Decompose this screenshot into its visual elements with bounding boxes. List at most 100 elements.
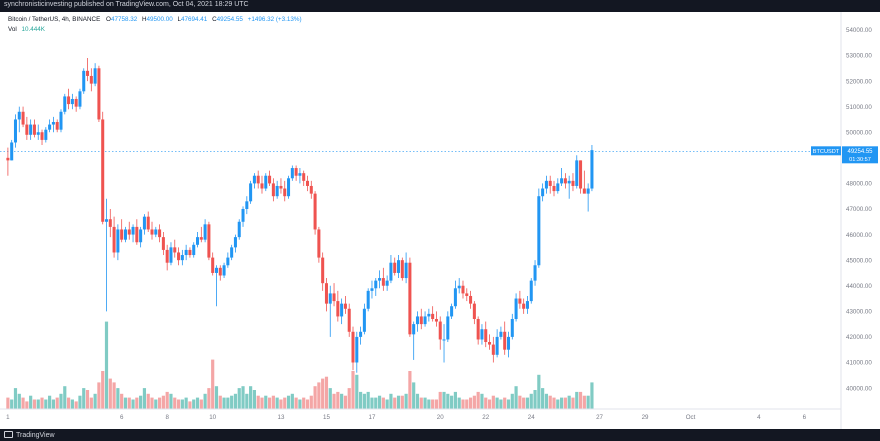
candle <box>514 293 518 322</box>
volume-bar <box>359 391 363 409</box>
candle-body <box>142 216 146 230</box>
candle-body <box>180 255 184 261</box>
candle <box>256 170 260 189</box>
price-tag <box>842 146 878 164</box>
candle <box>533 260 537 286</box>
volume-bar <box>192 399 196 409</box>
candlestick-chart[interactable]: 40000.00 41000.00 42000.00 43000.00 44000.00… <box>0 12 880 429</box>
volume-bar <box>142 388 147 409</box>
candle <box>302 170 306 186</box>
volume-bar <box>438 391 442 409</box>
volume-bar <box>571 397 575 409</box>
candle <box>385 275 389 291</box>
x-tick-label: 8 <box>165 414 169 421</box>
candle-body <box>510 318 514 337</box>
volume-bar <box>158 397 162 409</box>
candle-body <box>537 196 541 266</box>
candle <box>271 178 275 202</box>
candle-body <box>51 122 55 125</box>
candle-body <box>340 303 344 317</box>
y-tick-label: 43000.00 <box>846 309 872 316</box>
volume-bar <box>135 397 139 409</box>
y-tick-label: 50000.00 <box>846 129 872 136</box>
candle-body <box>336 301 340 317</box>
candle-body <box>207 224 211 258</box>
candle <box>6 147 10 176</box>
candle <box>488 334 492 350</box>
volume-bar <box>548 395 552 409</box>
candle-body <box>120 229 124 240</box>
candle <box>537 188 541 268</box>
candle <box>378 270 382 289</box>
candle <box>13 114 17 148</box>
volume-bar <box>415 393 420 409</box>
tradingview-logo[interactable]: TradingView <box>4 431 55 439</box>
candle-body <box>450 306 454 317</box>
candle-body <box>522 303 526 309</box>
candle-body <box>491 344 495 355</box>
price-tag-countdown: 01:30:57 <box>849 157 871 163</box>
candle <box>563 173 567 189</box>
volume-bar <box>332 393 336 409</box>
candle-body <box>370 288 374 291</box>
price-tag-layer: BTCUSDT 49254.55 01:30:57 <box>811 146 878 164</box>
volume-bar <box>514 386 518 409</box>
candle <box>290 165 294 181</box>
candle <box>74 96 78 112</box>
volume-bar <box>590 382 594 409</box>
price-plot[interactable]: 40000.00 41000.00 42000.00 43000.00 44000.00… <box>0 12 880 429</box>
candle <box>173 239 177 258</box>
candle <box>321 252 325 291</box>
x-tick-label: 6 <box>803 414 807 421</box>
candle <box>287 175 291 199</box>
volume-bar <box>97 382 101 409</box>
candle-body <box>211 257 215 273</box>
candle <box>434 311 438 327</box>
volume-bar <box>328 388 332 409</box>
candle <box>446 311 450 343</box>
candle-body <box>419 316 423 325</box>
candle-body <box>70 98 74 105</box>
candle-body <box>101 119 105 222</box>
symbol-tag <box>811 146 841 156</box>
x-tick-label: 29 <box>642 414 649 421</box>
candle <box>237 219 241 240</box>
candle <box>457 278 461 294</box>
symbol-tag-label: BTCUSDT <box>813 149 840 155</box>
y-tick-label: 42000.00 <box>846 334 872 341</box>
x-tick-label: 1 <box>6 414 10 421</box>
candle-body <box>63 96 67 112</box>
candle <box>582 170 586 194</box>
volume-bar <box>184 397 188 409</box>
volume-bar <box>377 395 382 409</box>
candle-body <box>290 168 294 179</box>
volume-bar <box>85 390 90 409</box>
candle-body <box>575 160 579 186</box>
volume-bar <box>374 397 378 409</box>
volume-bar <box>370 397 374 409</box>
candle <box>480 324 484 345</box>
candle <box>252 173 256 189</box>
candle-body <box>381 278 385 286</box>
candle-body <box>32 124 36 135</box>
candle-body <box>283 188 287 197</box>
candle <box>503 321 507 355</box>
volume-bar <box>389 393 393 409</box>
candle-body <box>415 316 419 325</box>
candle-body <box>150 229 154 235</box>
candle <box>541 183 545 202</box>
candle-body <box>112 226 116 253</box>
candle-body <box>158 229 162 238</box>
candle <box>362 303 366 335</box>
volume-bar <box>207 388 211 409</box>
candle-body <box>525 301 529 309</box>
volume-bar <box>165 391 169 409</box>
volume-bar <box>351 371 355 409</box>
volume-bar <box>256 395 260 409</box>
candle <box>89 68 93 92</box>
candle <box>544 175 548 194</box>
volume-bar <box>21 397 25 409</box>
candle-body <box>196 237 200 245</box>
candle <box>370 280 374 299</box>
candle-body <box>567 180 571 184</box>
